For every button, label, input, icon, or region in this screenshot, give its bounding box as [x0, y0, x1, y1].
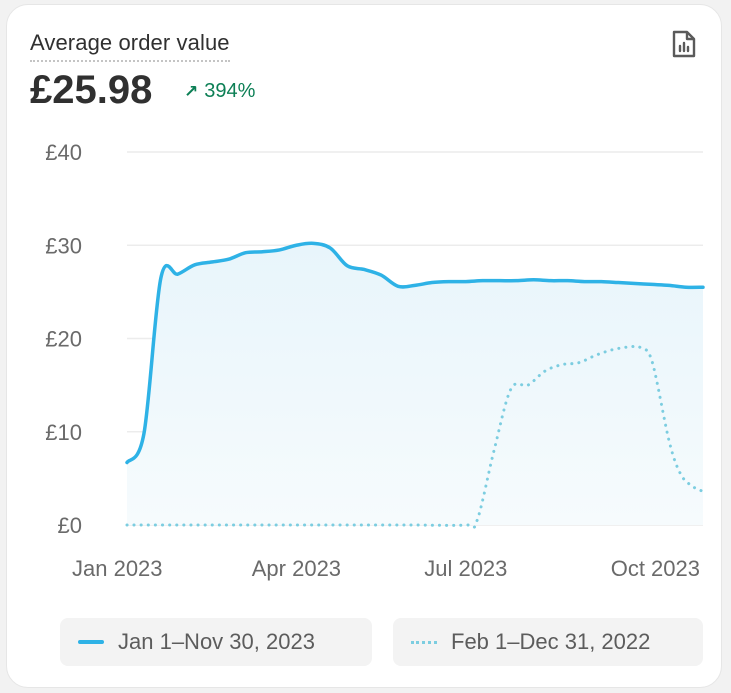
report-button[interactable] — [664, 26, 704, 62]
series-line-current — [125, 241, 705, 465]
line-chart: £0 £10 £20 £30 £40 Jan 2023 Apr 2023 Jul 2023 Oc… — [45, 140, 705, 581]
legend-swatch-dotted — [411, 640, 437, 644]
series-line-previous — [125, 344, 705, 529]
report-icon — [672, 30, 696, 58]
y-tick-label: £20 — [45, 327, 82, 352]
delta-value: 394% — [204, 80, 256, 102]
legend-label: Jan 1–Nov 30, 2023 — [118, 629, 315, 654]
x-tick-label: Jan 2023 — [72, 556, 163, 581]
card-title[interactable]: Average order value — [30, 30, 230, 62]
delta-badge: ↗ 394% — [184, 80, 255, 103]
legend-item-previous[interactable]: Feb 1–Dec 31, 2022 — [393, 618, 703, 666]
legend-item-current[interactable]: Jan 1–Nov 30, 2023 — [60, 618, 372, 666]
x-tick-label: Jul 2023 — [424, 556, 507, 581]
legend-label: Feb 1–Dec 31, 2022 — [451, 629, 651, 654]
y-tick-label: £0 — [58, 513, 82, 538]
x-tick-label: Oct 2023 — [611, 556, 700, 581]
legend-swatch-solid — [78, 640, 104, 644]
arrow-up-right-icon: ↗ — [184, 81, 199, 101]
y-tick-label: £40 — [45, 140, 82, 165]
y-tick-label: £30 — [45, 233, 82, 258]
x-tick-label: Apr 2023 — [252, 556, 341, 581]
series-area — [127, 243, 703, 525]
y-tick-label: £10 — [45, 420, 82, 445]
metric-value: £25.98 — [30, 68, 153, 112]
